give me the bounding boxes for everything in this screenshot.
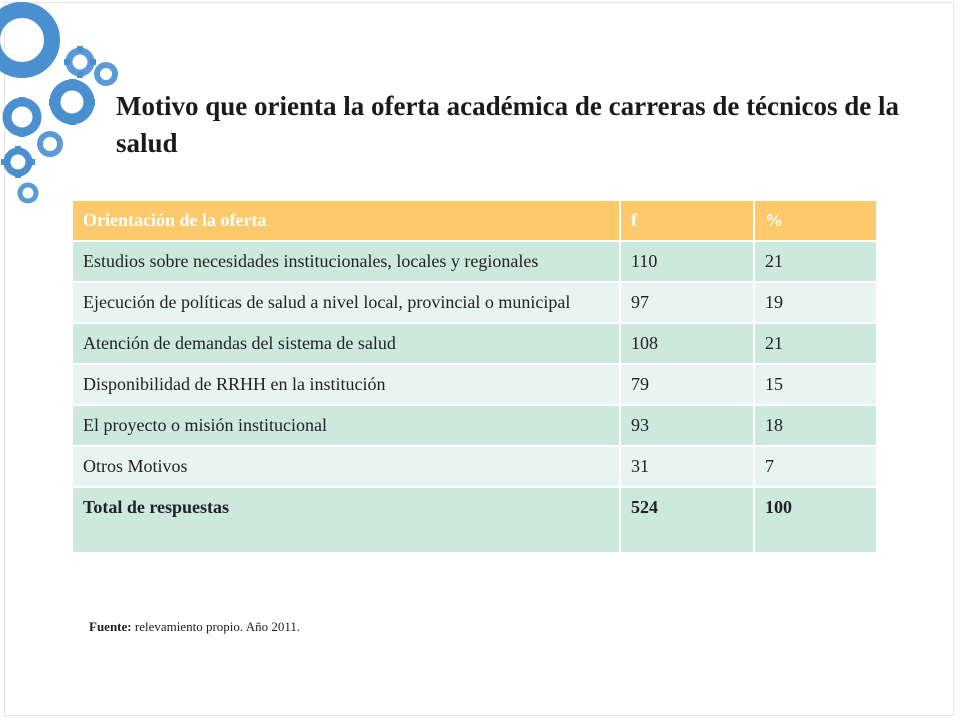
row-f: 97 — [619, 281, 755, 324]
row-f: 93 — [619, 404, 755, 447]
slide-frame — [4, 2, 954, 716]
row-percent: 21 — [753, 322, 878, 365]
source-label: Fuente: — [89, 619, 132, 634]
row-percent: 15 — [753, 363, 878, 406]
header-orientation: Orientación de la oferta — [71, 199, 621, 242]
source-text: relevamiento propio. Año 2011. — [131, 619, 301, 634]
total-f: 524 — [619, 486, 755, 554]
table-row: Otros Motivos 31 7 — [71, 445, 878, 488]
table-row: El proyecto o misión institucional 93 18 — [71, 404, 878, 447]
gears-icon — [0, 2, 118, 204]
page-title: Motivo que orienta la oferta académica d… — [116, 91, 900, 158]
total-label: Total de respuestas — [71, 486, 621, 554]
row-percent: 7 — [753, 445, 878, 488]
row-f: 110 — [619, 240, 755, 283]
data-table: Orientación de la oferta f % Estudios so… — [71, 199, 878, 554]
row-f: 79 — [619, 363, 755, 406]
row-percent: 21 — [753, 240, 878, 283]
total-percent: 100 — [753, 486, 878, 554]
header-f: f — [619, 199, 755, 242]
row-percent: 19 — [753, 281, 878, 324]
row-f: 31 — [619, 445, 755, 488]
table-header-row: Orientación de la oferta f % — [71, 199, 878, 242]
source-note: Fuente: relevamiento propio. Año 2011. — [89, 619, 300, 635]
row-label: Otros Motivos — [71, 445, 621, 488]
row-f: 108 — [619, 322, 755, 365]
header-percent: % — [753, 199, 878, 242]
row-label: Estudios sobre necesidades institucional… — [71, 240, 621, 283]
row-label: Ejecución de políticas de salud a nivel … — [71, 281, 621, 324]
row-percent: 18 — [753, 404, 878, 447]
table-row: Atención de demandas del sistema de salu… — [71, 322, 878, 365]
row-label: Disponibilidad de RRHH en la institución — [71, 363, 621, 406]
table-row: Disponibilidad de RRHH en la institución… — [71, 363, 878, 406]
table-row: Ejecución de políticas de salud a nivel … — [71, 281, 878, 324]
table-row: Estudios sobre necesidades institucional… — [71, 240, 878, 283]
row-label: El proyecto o misión institucional — [71, 404, 621, 447]
row-label: Atención de demandas del sistema de salu… — [71, 322, 621, 365]
table-total-row: Total de respuestas 524 100 — [71, 486, 878, 554]
